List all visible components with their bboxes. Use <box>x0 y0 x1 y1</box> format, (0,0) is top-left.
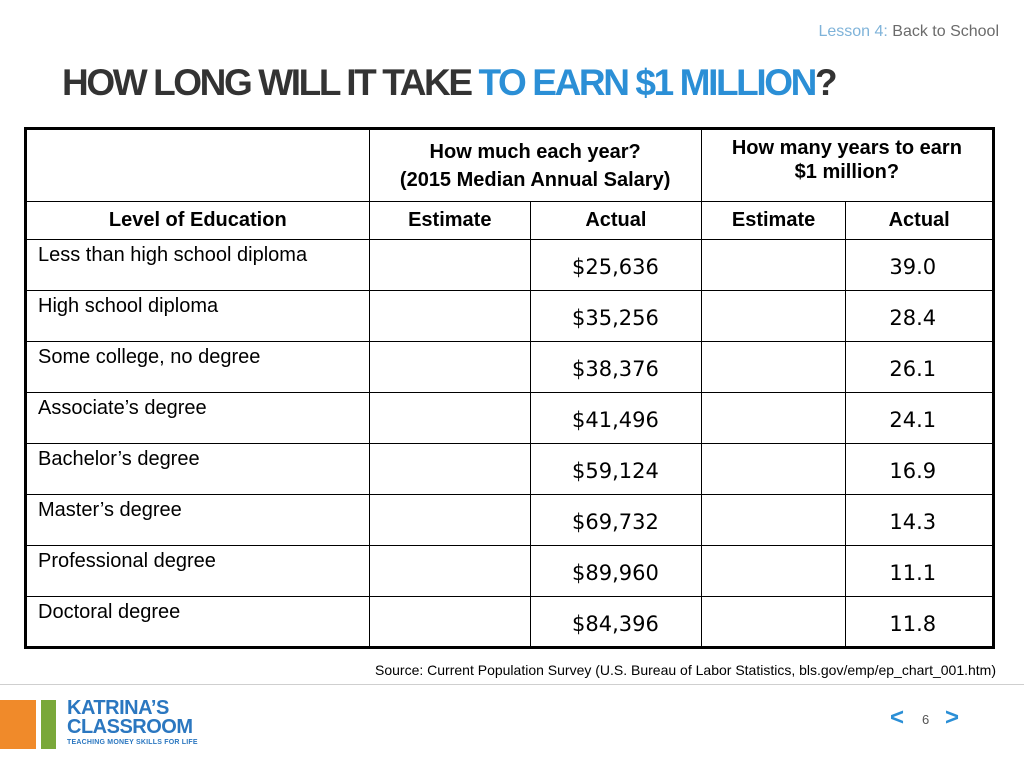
source-citation: Source: Current Population Survey (U.S. … <box>375 662 996 678</box>
table-row: Less than high school diploma $25,636 39… <box>25 239 994 291</box>
logo-green-bar <box>41 700 56 749</box>
column-header-salary-actual: Actual <box>530 201 702 240</box>
title-question-mark: ? <box>814 62 838 103</box>
education-level-cell: Doctoral degree <box>25 596 370 648</box>
earnings-table: How much each year? (2015 Median Annual … <box>24 127 995 649</box>
table-row: High school diploma $35,256 28.4 <box>25 290 994 342</box>
salary-estimate-cell <box>368 239 532 291</box>
salary-estimate-cell <box>368 341 532 393</box>
years-estimate-cell <box>700 494 847 546</box>
logo-tagline: TEACHING MONEY SKILLS FOR LIFE <box>67 739 198 746</box>
logo-line1: KATRINA’S <box>67 697 169 719</box>
salary-actual-cell: $38,376 <box>530 341 702 393</box>
salary-estimate-cell <box>368 494 532 546</box>
page-number: 6 <box>922 712 930 727</box>
salary-actual-cell: $59,124 <box>530 443 702 495</box>
salary-estimate-cell <box>368 596 532 648</box>
years-actual-cell: 16.9 <box>845 443 994 495</box>
salary-group-header: How much each year? (2015 Median Annual … <box>368 128 702 202</box>
logo-orange-bar <box>0 700 36 749</box>
education-level-cell: Professional degree <box>25 545 370 597</box>
column-header-years-estimate: Estimate <box>700 201 847 240</box>
table-row: Doctoral degree $84,396 11.8 <box>25 596 994 648</box>
column-header-years-actual: Actual <box>845 201 994 240</box>
education-level-cell: Bachelor’s degree <box>25 443 370 495</box>
logo-line2: CLASSROOM <box>67 716 193 738</box>
years-actual-cell: 11.1 <box>845 545 994 597</box>
salary-actual-cell: $89,960 <box>530 545 702 597</box>
lesson-separator: : <box>883 23 888 40</box>
salary-actual-cell: $41,496 <box>530 392 702 444</box>
table-row: Master’s degree $69,732 14.3 <box>25 494 994 546</box>
years-estimate-cell <box>700 596 847 648</box>
title-blue-part: TO EARN $1 MILLION <box>478 62 818 103</box>
salary-actual-cell: $25,636 <box>530 239 702 291</box>
salary-estimate-cell <box>368 545 532 597</box>
table-row: Professional degree $89,960 11.1 <box>25 545 994 597</box>
years-actual-cell: 11.8 <box>845 596 994 648</box>
years-actual-cell: 14.3 <box>845 494 994 546</box>
empty-header-cell <box>25 128 370 202</box>
years-estimate-cell <box>700 290 847 342</box>
column-header-salary-estimate: Estimate <box>368 201 532 240</box>
lesson-title: Back to School <box>887 23 999 40</box>
years-header-line2: $1 million? <box>794 161 900 183</box>
lesson-number: Lesson 4 <box>818 23 884 40</box>
years-actual-cell: 26.1 <box>845 341 994 393</box>
katrinas-classroom-logo: KATRINA’S CLASSROOM TEACHING MONEY SKILL… <box>67 697 198 746</box>
chevron-right-icon[interactable]: > <box>945 704 960 731</box>
education-level-cell: Some college, no degree <box>25 341 370 393</box>
education-level-cell: Less than high school diploma <box>25 239 370 291</box>
title-dark-part: HOW LONG WILL IT TAKE <box>62 62 479 103</box>
years-estimate-cell <box>700 443 847 495</box>
salary-estimate-cell <box>368 392 532 444</box>
salary-header-line2: (2015 Median Annual Salary) <box>399 168 671 191</box>
salary-actual-cell: $84,396 <box>530 596 702 648</box>
years-estimate-cell <box>700 341 847 393</box>
years-actual-cell: 28.4 <box>845 290 994 342</box>
table-row: Some college, no degree $38,376 26.1 <box>25 341 994 393</box>
years-header-line1: How many years to earn <box>731 137 962 159</box>
years-group-header: How many years to earn $1 million? <box>700 128 995 202</box>
years-estimate-cell <box>700 239 847 291</box>
lesson-label: Lesson 4: Back to School <box>818 23 999 41</box>
table-row: Associate’s degree $41,496 24.1 <box>25 392 994 444</box>
salary-actual-cell: $69,732 <box>530 494 702 546</box>
salary-estimate-cell <box>368 443 532 495</box>
education-level-cell: Master’s degree <box>25 494 370 546</box>
years-estimate-cell <box>700 545 847 597</box>
education-level-cell: High school diploma <box>25 290 370 342</box>
salary-actual-cell: $35,256 <box>530 290 702 342</box>
salary-header-line1: How much each year? <box>429 140 641 163</box>
footer-divider <box>0 684 1024 685</box>
group-header-row: How much each year? (2015 Median Annual … <box>25 128 995 202</box>
page-title: HOW LONG WILL IT TAKE TO EARN $1 MILLION… <box>62 62 838 104</box>
education-level-cell: Associate’s degree <box>25 392 370 444</box>
chevron-left-icon[interactable]: < <box>890 704 905 731</box>
salary-estimate-cell <box>368 290 532 342</box>
column-header-level: Level of Education <box>25 201 370 240</box>
column-header-row: Level of Education Estimate Actual Estim… <box>25 201 994 240</box>
table-row: Bachelor’s degree $59,124 16.9 <box>25 443 994 495</box>
years-actual-cell: 39.0 <box>845 239 994 291</box>
years-actual-cell: 24.1 <box>845 392 994 444</box>
years-estimate-cell <box>700 392 847 444</box>
